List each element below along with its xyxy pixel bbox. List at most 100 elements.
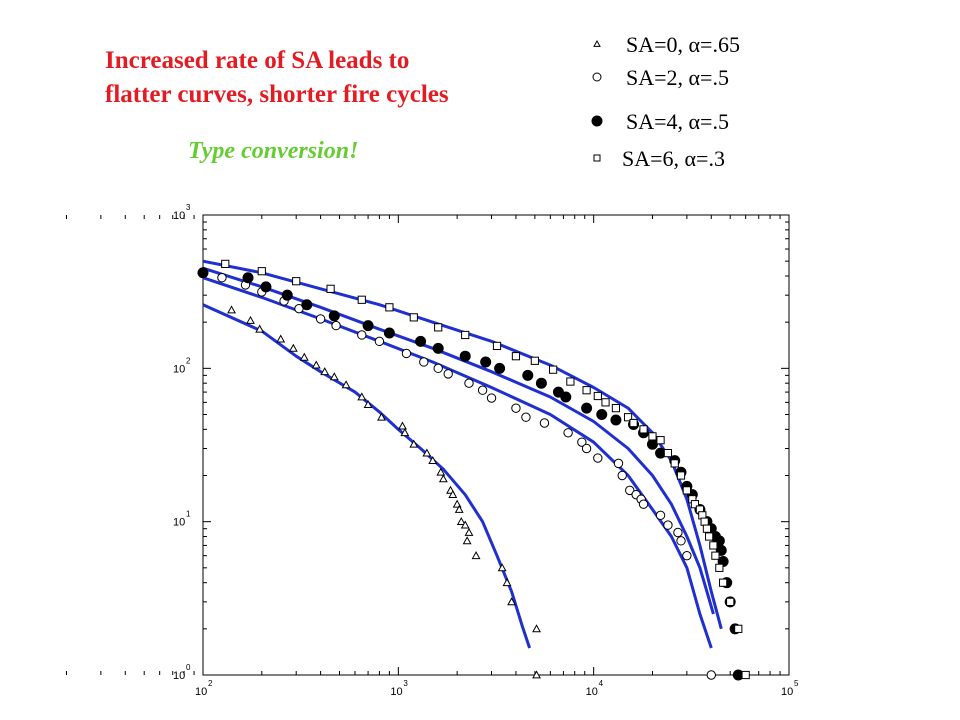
data-point — [477, 385, 488, 395]
headline: Increased rate of SA leads to flatter cu… — [105, 44, 449, 112]
data-point — [377, 412, 386, 421]
data-point — [521, 412, 531, 422]
data-point — [566, 377, 575, 386]
fit-line-3 — [202, 259, 723, 630]
y-tick-label: 10 — [173, 210, 185, 222]
data-point — [705, 532, 714, 541]
data-point — [362, 320, 374, 332]
data-point — [459, 350, 471, 362]
data-point — [492, 341, 502, 351]
data-point — [276, 334, 286, 343]
fit-line-1 — [202, 276, 713, 649]
legend-label-3: SA=6, α=.3 — [622, 146, 725, 171]
data-point — [638, 499, 649, 509]
legend-marker-2 — [591, 115, 603, 127]
data-markers — [197, 259, 750, 681]
data-point — [507, 597, 517, 606]
x-tick-exponent: 5 — [794, 679, 799, 688]
data-point — [682, 550, 692, 561]
data-point — [539, 418, 550, 428]
data-point — [255, 324, 265, 333]
x-tick-label: 10 — [390, 686, 402, 698]
data-point — [486, 393, 497, 403]
data-point — [288, 343, 298, 352]
data-point — [419, 357, 429, 367]
plot-frame — [202, 214, 790, 676]
x-tick-exponent: 4 — [599, 679, 604, 688]
data-point — [577, 437, 587, 447]
data-point — [656, 436, 665, 445]
data-point — [596, 408, 608, 420]
data-point — [601, 398, 610, 407]
data-point — [443, 369, 453, 379]
data-point — [532, 670, 541, 679]
y-tick-exponent: 1 — [186, 510, 191, 519]
data-point — [611, 404, 621, 413]
data-point — [711, 551, 720, 560]
data-point — [682, 486, 691, 495]
legend-label-1: SA=2, α=.5 — [626, 65, 729, 90]
series-1-markers — [217, 273, 716, 680]
data-point — [471, 551, 481, 560]
data-point — [374, 336, 385, 347]
data-point — [398, 421, 407, 430]
data-point — [617, 470, 627, 481]
x-tick-label: 10 — [781, 686, 793, 698]
data-point — [438, 474, 448, 483]
legend-label-2: SA=4, α=.5 — [626, 109, 729, 134]
legend: SA=0, α=.65 SA=2, α=.5 SA=4, α=.5 SA=6, α=.… — [591, 32, 740, 171]
fit-line-2 — [202, 266, 715, 615]
data-point — [581, 443, 592, 454]
x-tick-exponent: 3 — [403, 679, 408, 688]
data-point — [299, 352, 309, 361]
data-point — [655, 510, 666, 521]
data-point — [494, 362, 506, 374]
data-point — [582, 386, 591, 395]
y-tick-label: 10 — [173, 670, 185, 682]
headline-line-1: Increased rate of SA leads to — [105, 47, 410, 74]
y-tick-exponent: 0 — [186, 663, 191, 672]
data-point — [702, 524, 712, 533]
x-tick-exponent: 2 — [208, 679, 213, 688]
data-point — [454, 504, 464, 513]
data-point — [530, 356, 539, 365]
y-tick-label: 10 — [173, 363, 185, 375]
data-point — [549, 365, 558, 374]
data-point — [639, 425, 648, 434]
data-point — [610, 414, 622, 426]
data-point — [292, 277, 301, 286]
data-point — [706, 670, 716, 680]
legend-marker-3 — [593, 154, 601, 162]
data-point — [522, 369, 534, 381]
headline-line-2: flatter curves, shorter fire cycles — [105, 81, 449, 108]
data-point — [363, 399, 373, 408]
data-point — [563, 428, 573, 438]
y-tick-label: 10 — [173, 517, 185, 529]
data-point — [221, 259, 230, 268]
data-point — [217, 273, 227, 283]
data-point — [315, 314, 326, 324]
data-point — [281, 289, 293, 301]
data-point — [400, 428, 410, 437]
x-tick-label: 10 — [586, 686, 598, 698]
data-point — [461, 330, 470, 340]
fit-lines — [202, 259, 723, 649]
data-point — [460, 520, 470, 529]
data-point — [648, 432, 657, 441]
data-point — [433, 363, 443, 374]
data-point — [311, 360, 321, 369]
data-point — [690, 500, 700, 509]
series-0-markers — [227, 305, 541, 679]
data-point — [432, 342, 444, 354]
data-point — [428, 456, 438, 465]
data-point — [197, 267, 209, 279]
data-point — [328, 310, 340, 322]
data-point — [409, 313, 418, 322]
data-point — [593, 453, 603, 463]
data-point — [462, 536, 472, 545]
data-point — [535, 377, 547, 389]
data-point — [246, 315, 255, 324]
data-point — [401, 348, 412, 359]
data-point — [326, 284, 335, 293]
data-point — [320, 367, 330, 376]
